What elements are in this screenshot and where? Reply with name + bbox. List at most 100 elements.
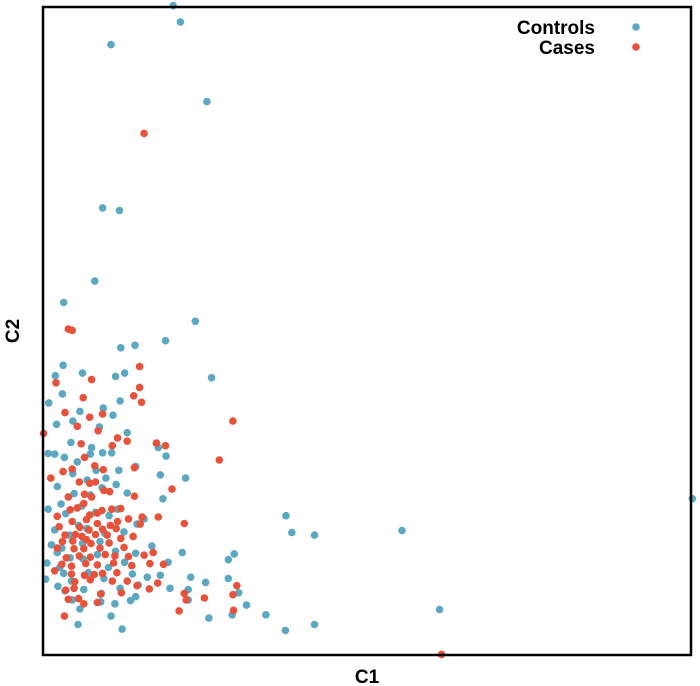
point-cases-29 <box>59 467 67 476</box>
point-controls-53 <box>70 489 78 498</box>
point-cases-64 <box>112 524 120 533</box>
point-cases-37 <box>64 493 73 501</box>
point-controls-126 <box>310 620 319 629</box>
point-controls-66 <box>120 528 128 536</box>
point-cases-39 <box>87 493 96 501</box>
point-cases-119 <box>93 598 102 607</box>
point-cases-113 <box>61 586 70 594</box>
point-cases-62 <box>85 526 93 534</box>
point-cases-110 <box>133 581 141 590</box>
point-cases-101 <box>90 570 98 579</box>
point-controls-95 <box>128 570 137 578</box>
point-controls-121 <box>76 605 84 613</box>
point-cases-20 <box>108 441 117 450</box>
point-cases-81 <box>120 543 128 552</box>
point-cases-41 <box>168 485 176 493</box>
point-controls-54 <box>57 500 65 508</box>
point-cases-66 <box>71 530 80 539</box>
x-axis-title: C1 <box>355 667 380 686</box>
point-cases-112 <box>233 581 241 590</box>
point-cases-15 <box>73 422 82 431</box>
point-controls-14 <box>51 371 60 380</box>
point-cases-69 <box>103 531 111 539</box>
point-controls-38 <box>73 458 82 466</box>
point-cases-90 <box>58 560 66 569</box>
point-cases-94 <box>109 559 118 567</box>
point-controls-16 <box>111 372 120 381</box>
point-controls-51 <box>159 495 167 503</box>
point-controls-31 <box>60 453 69 462</box>
point-controls-11 <box>117 344 125 352</box>
point-controls-96 <box>143 573 152 581</box>
point-cases-49 <box>53 512 62 521</box>
point-controls-88 <box>224 555 233 564</box>
point-cases-108 <box>70 584 78 593</box>
point-controls-128 <box>205 614 213 622</box>
point-controls-105 <box>54 582 62 591</box>
legend-label-cases: Cases <box>539 38 595 59</box>
point-cases-31 <box>75 478 84 486</box>
point-controls-129 <box>118 625 126 633</box>
point-cases-61 <box>76 523 84 532</box>
point-cases-53 <box>68 517 76 526</box>
point-controls-9 <box>161 336 170 345</box>
point-cases-87 <box>124 552 133 561</box>
point-cases-73 <box>69 537 77 545</box>
point-cases-126 <box>200 594 209 602</box>
point-controls-115 <box>242 601 251 609</box>
point-cases-106 <box>108 577 117 585</box>
point-cases-114 <box>96 590 105 598</box>
point-controls-71 <box>47 541 56 549</box>
point-cases-88 <box>140 551 148 559</box>
point-cases-118 <box>74 594 83 603</box>
point-cases-121 <box>80 600 88 608</box>
point-cases-83 <box>75 552 84 560</box>
point-controls-91 <box>398 526 406 535</box>
point-cases-70 <box>117 534 125 543</box>
point-controls-5 <box>115 206 124 215</box>
point-cases-38 <box>80 499 88 508</box>
points-layer <box>39 1 697 659</box>
point-cases-85 <box>86 553 95 561</box>
point-controls-4 <box>98 204 107 212</box>
point-cases-44 <box>66 506 74 514</box>
point-cases-0 <box>140 129 148 138</box>
point-cases-16 <box>94 427 102 435</box>
point-controls-117 <box>111 600 119 608</box>
point-cases-124 <box>60 612 69 620</box>
point-cases-117 <box>180 589 189 598</box>
point-cases-71 <box>129 532 137 541</box>
point-cases-30 <box>47 474 55 482</box>
point-cases-3 <box>135 362 144 371</box>
point-cases-75 <box>87 539 95 548</box>
point-controls-10 <box>131 341 139 350</box>
point-cases-68 <box>91 530 100 539</box>
series-cases <box>39 129 446 659</box>
point-controls-8 <box>191 317 200 326</box>
point-controls-113 <box>126 596 135 605</box>
point-cases-91 <box>67 562 76 570</box>
point-cases-9 <box>85 413 94 422</box>
point-cases-8 <box>61 408 69 417</box>
plot-frame <box>41 5 693 657</box>
point-controls-3 <box>203 97 211 106</box>
point-controls-48 <box>53 482 62 491</box>
point-cases-78 <box>70 544 78 553</box>
point-cases-19 <box>77 440 85 448</box>
point-cases-42 <box>107 505 116 513</box>
point-controls-25 <box>109 411 117 420</box>
point-controls-79 <box>131 549 140 558</box>
point-controls-99 <box>224 574 233 583</box>
point-cases-11 <box>129 392 138 400</box>
point-controls-57 <box>44 505 52 513</box>
point-controls-69 <box>282 511 290 520</box>
point-cases-32 <box>85 479 94 488</box>
point-controls-98 <box>186 573 195 581</box>
legend-label-controls: Controls <box>517 18 595 39</box>
y-axis-title: C2 <box>3 319 24 343</box>
point-cases-116 <box>64 595 73 604</box>
point-cases-13 <box>229 417 237 425</box>
legend: Controls Cases <box>517 18 640 59</box>
point-cases-45 <box>73 504 82 512</box>
